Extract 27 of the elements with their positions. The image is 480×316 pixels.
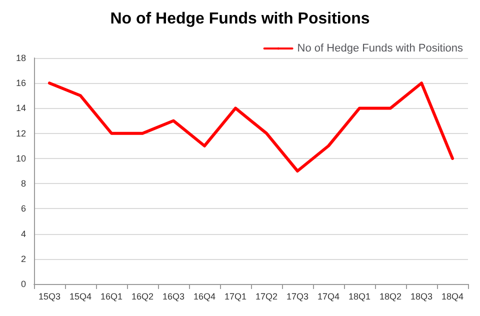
- x-tick-label: 18Q1: [348, 292, 371, 302]
- x-tick-label: 18Q4: [441, 292, 464, 302]
- line-series: [48, 82, 454, 172]
- y-tick-label: 2: [20, 254, 26, 264]
- x-tick-label: 17Q1: [224, 292, 247, 302]
- y-tick-label: 14: [16, 103, 26, 114]
- y-tick-label: 16: [16, 78, 26, 88]
- y-tick-label: 4: [20, 228, 26, 239]
- x-tick-label: 17Q3: [286, 292, 309, 302]
- y-tick-label: 6: [20, 204, 26, 214]
- legend-label: No of Hedge Funds with Positions: [297, 42, 464, 54]
- x-tick-label: 16Q3: [162, 292, 185, 302]
- x-tick-label: 17Q2: [255, 292, 278, 302]
- x-tick-label: 18Q2: [379, 292, 402, 302]
- chart-title: No of Hedge Funds with Positions: [110, 10, 370, 28]
- x-tick-label: 16Q4: [193, 292, 216, 302]
- y-tick-label: 8: [20, 178, 26, 189]
- x-tick-label: 16Q1: [100, 292, 123, 302]
- x-tick-label: 17Q4: [317, 292, 340, 302]
- x-tick-label: 15Q3: [38, 292, 61, 302]
- y-tick-label: 10: [16, 153, 26, 164]
- y-tick-label: 18: [16, 53, 26, 63]
- x-tick-label: 18Q3: [410, 292, 433, 302]
- x-tick-label: 15Q4: [69, 292, 92, 302]
- y-tick-label: 12: [16, 128, 26, 138]
- x-tick-label: 16Q2: [131, 292, 154, 302]
- y-tick-label: 0: [20, 279, 26, 289]
